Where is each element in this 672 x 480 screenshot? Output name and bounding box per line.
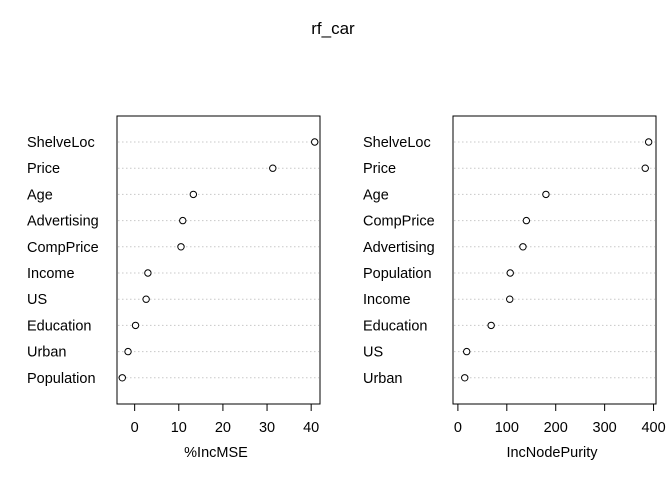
x-tick-label: 400 (641, 420, 665, 436)
category-label: Education (363, 318, 428, 334)
data-point (179, 216, 187, 225)
x-tick-label: 30 (259, 420, 275, 436)
category-label: Advertising (27, 214, 99, 230)
x-axis-title: %IncMSE (184, 445, 248, 461)
points (118, 138, 319, 382)
category-label: ShelveLoc (27, 135, 95, 151)
plot-frame (116, 115, 321, 405)
category-label: CompPrice (27, 240, 99, 256)
category-label: US (363, 345, 383, 361)
data-point (506, 295, 514, 303)
x-tick-label: 0 (454, 420, 462, 436)
data-point (487, 321, 495, 330)
data-point (118, 374, 126, 382)
x-tick-label: 20 (215, 420, 231, 436)
gridlines (118, 141, 319, 379)
category-label: Urban (363, 371, 403, 387)
data-point (124, 347, 132, 356)
category-label: US (27, 292, 47, 308)
category-label: Education (27, 318, 92, 334)
data-point (461, 374, 469, 382)
data-point (269, 164, 277, 172)
x-tick-label: 0 (131, 420, 139, 436)
chart-title: rf_car (311, 19, 355, 38)
category-label: ShelveLoc (363, 135, 431, 151)
data-point (506, 269, 514, 277)
category-label: Price (27, 161, 60, 177)
data-point (189, 190, 198, 199)
plot-frame (452, 115, 657, 405)
category-label: Age (363, 187, 389, 203)
data-point (641, 164, 649, 172)
data-point (144, 269, 152, 277)
data-point (142, 295, 150, 303)
data-point (644, 138, 653, 146)
x-axis-title: IncNodePurity (506, 445, 598, 461)
data-point (311, 138, 319, 146)
category-label: Population (27, 371, 96, 387)
x-tick-label: 100 (495, 420, 519, 436)
x-tick-label: 300 (593, 420, 617, 436)
x-tick-label: 10 (171, 420, 187, 436)
points (461, 138, 653, 382)
category-labels: ShelveLoc Price Age CompPrice Advertising Pop… (363, 135, 435, 387)
gridlines (454, 141, 655, 379)
category-label: Advertising (363, 240, 435, 256)
data-point (542, 190, 550, 199)
category-label: Income (363, 292, 411, 308)
panel-incnodepurity: ShelveLoc Price Age CompPrice Advertising Pop… (363, 115, 666, 461)
x-tick-label: 40 (303, 420, 319, 436)
data-point (131, 321, 140, 330)
data-point (462, 347, 471, 356)
x-axis-ticks: 0 100 200 300 400 (454, 403, 666, 436)
data-point (519, 243, 527, 251)
x-axis-ticks: 0 10 20 30 40 (131, 403, 319, 436)
category-label: CompPrice (363, 214, 435, 230)
data-point (177, 243, 185, 251)
category-labels: ShelveLoc Price Age Advertising CompPrice Inc… (27, 135, 99, 387)
data-point (522, 216, 531, 225)
x-tick-label: 200 (544, 420, 568, 436)
category-label: Income (27, 266, 75, 282)
category-label: Age (27, 187, 53, 203)
category-label: Price (363, 161, 396, 177)
panel-incmse: ShelveLoc Price Age Advertising CompPrice Inc… (27, 115, 321, 461)
category-label: Population (363, 266, 432, 282)
category-label: Urban (27, 345, 67, 361)
